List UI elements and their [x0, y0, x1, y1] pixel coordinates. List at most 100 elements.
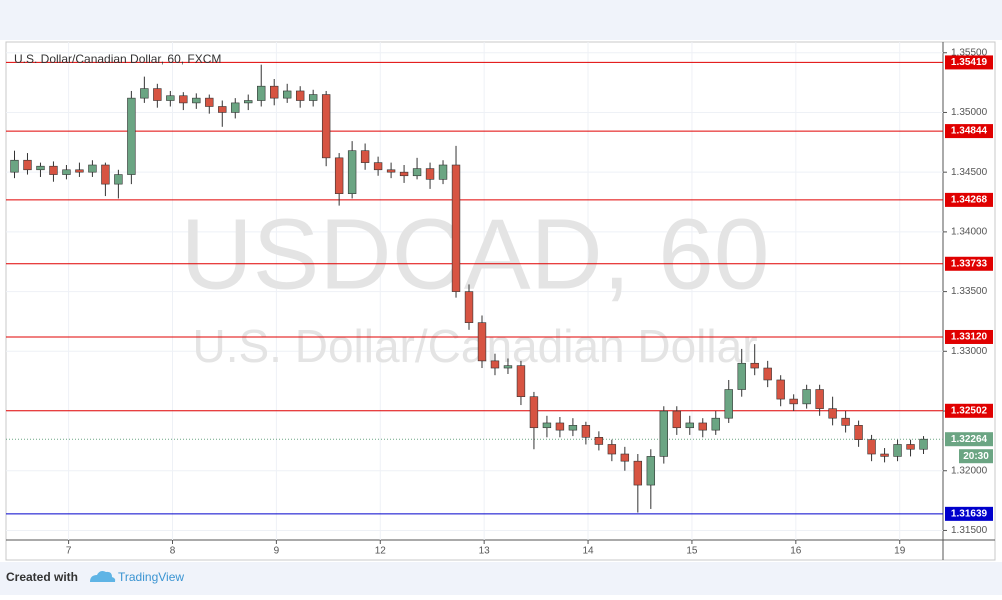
candle-body	[360, 150, 370, 163]
candle-body	[737, 362, 746, 390]
candle-body	[659, 410, 668, 457]
candle-body	[789, 398, 798, 405]
y-tick-label: 1.35000	[951, 107, 988, 118]
y-tick-label: 1.35500	[951, 47, 988, 58]
y-tick-label: 1.31500	[951, 525, 988, 536]
y-tick-label: 1.33500	[951, 286, 988, 297]
candle-body	[581, 425, 591, 438]
candle-body	[399, 171, 409, 177]
x-tick-label: 8	[170, 546, 176, 557]
candle-body	[594, 436, 604, 445]
candle-body	[205, 97, 214, 107]
x-tick-label: 19	[894, 546, 906, 557]
candle-body	[633, 460, 643, 486]
candle-body	[101, 164, 110, 185]
candle-body	[244, 100, 253, 104]
candle-body	[529, 396, 539, 429]
candle-body	[542, 422, 552, 429]
tradingview-logo	[90, 571, 116, 582]
candle-body	[620, 453, 630, 462]
candle-body	[711, 417, 720, 431]
price-level-box	[945, 124, 993, 139]
footer	[0, 562, 1002, 595]
chart-title: U.S. Dollar/Canadian Dollar, 60, FXCM	[14, 52, 221, 66]
candle-body	[75, 169, 84, 173]
candle-body	[23, 159, 32, 171]
candle-body	[893, 444, 902, 457]
candle-body	[308, 94, 318, 101]
candle-body	[646, 456, 656, 486]
candle-body	[127, 97, 136, 175]
candle-body	[854, 425, 863, 440]
candle-body	[685, 422, 694, 429]
candles	[10, 64, 928, 513]
price-level-box	[945, 403, 993, 418]
footer-brand[interactable]: TradingView	[118, 570, 184, 584]
price-level-box	[945, 329, 993, 344]
y-tick-label: 1.34000	[951, 227, 988, 238]
candle-body	[321, 94, 331, 159]
footer-created-with: Created with	[6, 570, 78, 584]
candle-body	[503, 365, 513, 369]
candle-body	[607, 444, 617, 455]
candle-body	[140, 88, 149, 99]
candle-body	[763, 367, 772, 381]
watermark: USDCAD, 60	[180, 198, 769, 310]
x-tick-label: 12	[375, 546, 387, 557]
candle-body	[802, 389, 811, 405]
candle-body	[166, 95, 175, 101]
candle-body	[906, 444, 915, 450]
x-tick-label: 14	[582, 546, 594, 557]
candle-body	[477, 322, 487, 362]
candle-body	[153, 88, 162, 101]
y-tick-label: 1.32000	[951, 465, 988, 476]
countdown-label: 20:30	[963, 451, 989, 462]
candle-body	[438, 164, 448, 180]
candle-body	[36, 165, 45, 171]
candle-body	[516, 365, 526, 397]
candle-body	[490, 360, 500, 369]
candle-body	[218, 106, 227, 113]
price-level-label: 1.32502	[951, 405, 988, 416]
candle-body	[334, 157, 344, 194]
levels	[6, 61, 943, 515]
price-level-label: 1.34268	[951, 195, 988, 206]
candle-body	[270, 85, 279, 99]
candle-body	[192, 97, 201, 104]
price-level-box	[945, 192, 993, 207]
candle-body	[698, 422, 707, 431]
x-tick-label: 15	[686, 546, 698, 557]
candle-body	[724, 389, 733, 419]
candle-body	[88, 164, 97, 173]
candle-body	[750, 362, 759, 369]
candle-body	[464, 291, 474, 323]
countdown-box	[959, 449, 993, 464]
price-level-label: 1.34844	[951, 126, 988, 137]
candle-body	[386, 169, 396, 173]
last-price-label: 1.32264	[951, 434, 988, 445]
candle-body	[283, 90, 292, 99]
candle-body	[412, 168, 422, 177]
candle-body	[568, 425, 578, 431]
axes: 1.315001.320001.325001.330001.335001.340…	[66, 47, 993, 557]
price-level-box	[945, 506, 993, 521]
candle-body	[841, 417, 850, 426]
x-tick-label: 13	[479, 546, 491, 557]
price-level-label: 1.33733	[951, 258, 988, 269]
candle-body	[10, 159, 19, 173]
candle-body	[373, 162, 383, 171]
candle-body	[451, 164, 461, 292]
candle-body	[347, 150, 357, 194]
top-strip	[0, 0, 1002, 40]
x-tick-label: 16	[790, 546, 802, 557]
candle-body	[62, 169, 71, 175]
y-tick-label: 1.34500	[951, 167, 988, 178]
x-tick-label: 7	[66, 546, 72, 557]
price-level-label: 1.35419	[951, 57, 988, 68]
candle-body	[672, 410, 681, 429]
candle-body	[867, 439, 876, 455]
candle-body	[828, 408, 837, 419]
y-tick-label: 1.33000	[951, 346, 988, 357]
candle-body	[179, 95, 188, 104]
